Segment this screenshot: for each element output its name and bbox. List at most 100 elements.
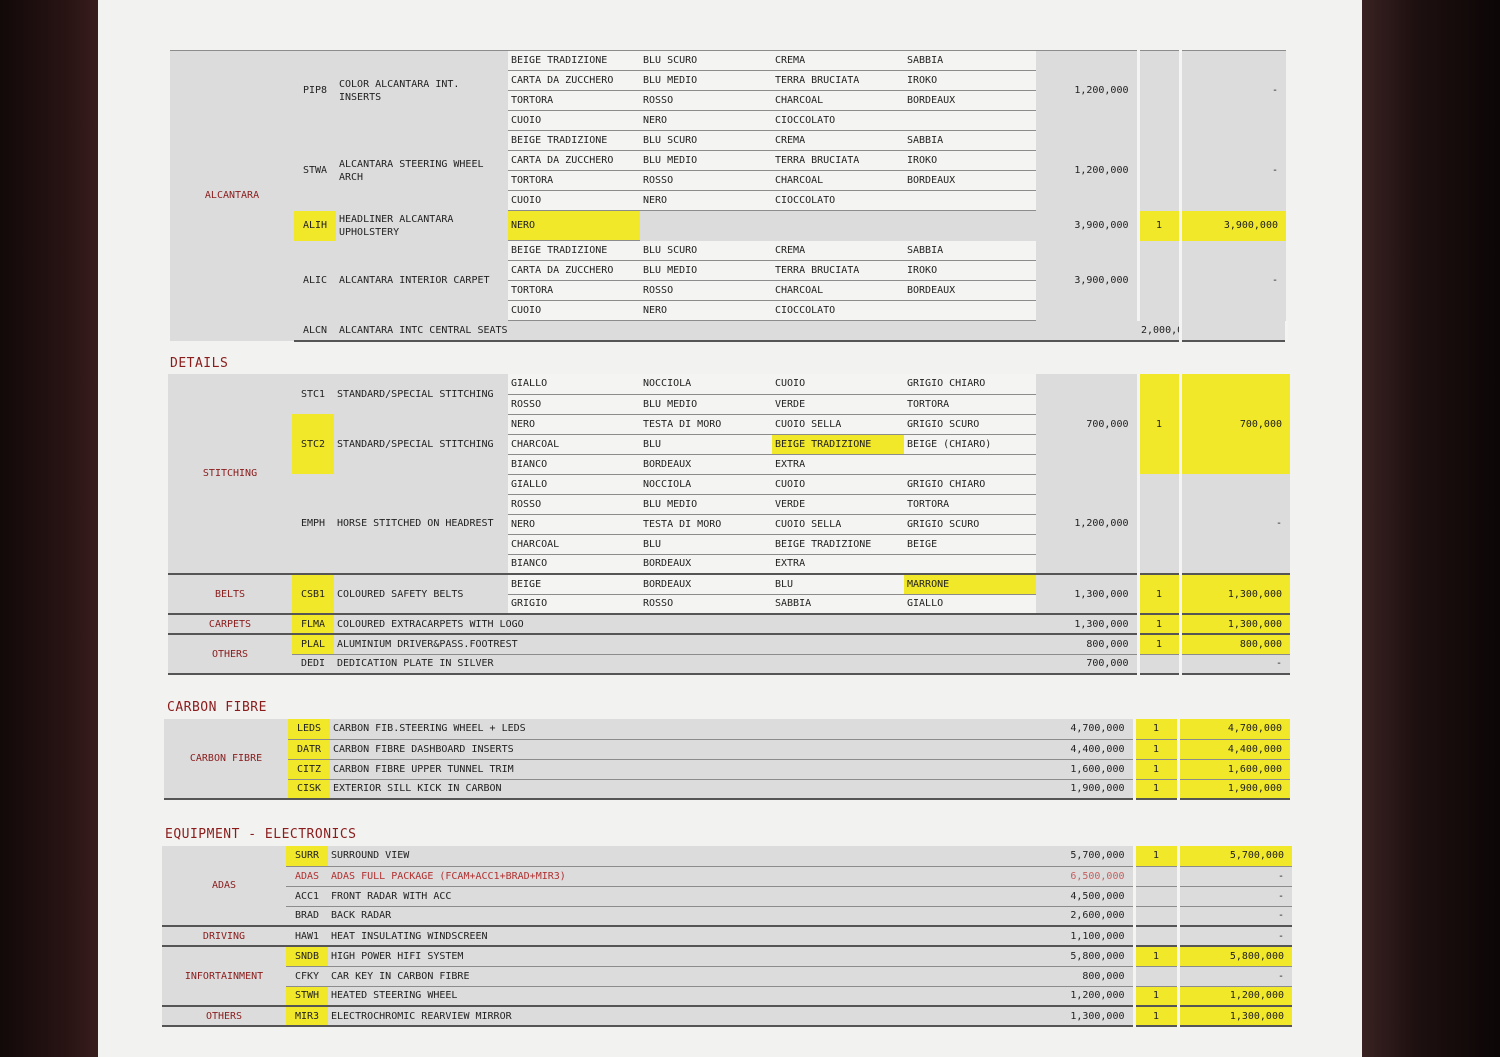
color-option: NERO [508, 514, 640, 535]
color-option: CARTA DA ZUCCHERO [508, 150, 640, 171]
color-option: BORDEAUX [904, 170, 1036, 191]
option-total: - [1178, 654, 1290, 675]
option-description: DEDICATION PLATE IN SILVER [334, 654, 1036, 675]
color-option: TORTORA [508, 170, 640, 191]
option-total: 4,700,000 [1176, 719, 1290, 740]
group-label: BELTS [168, 574, 292, 615]
option-qty: 1 [1132, 1006, 1178, 1027]
background-right [1360, 0, 1500, 1057]
color-option [640, 210, 772, 241]
option-qty: 1 [1132, 719, 1178, 740]
option-description: ADAS FULL PACKAGE (FCAM+ACC1+BRAD+MIR3) [328, 866, 1030, 887]
color-option: TESTA DI MORO [640, 414, 772, 435]
color-option: BLU MEDIO [640, 70, 772, 91]
option-code: ADAS [286, 866, 328, 887]
option-code: CFKY [286, 966, 328, 987]
option-price: 1,200,000 [1036, 130, 1138, 211]
option-code: DEDI [292, 654, 334, 675]
color-option: TORTORA [904, 494, 1036, 515]
color-option: NERO [640, 110, 772, 131]
color-option: SABBIA [772, 594, 904, 615]
option-description: HEATED STEERING WHEEL [328, 986, 1030, 1007]
option-description: ALCANTARA INTERIOR CARPET [336, 240, 508, 321]
option-code: STC1 [292, 374, 334, 414]
color-option: MARRONE [904, 574, 1036, 595]
option-code: STWH [286, 986, 328, 1007]
color-option: TERRA BRUCIATA [772, 70, 904, 91]
color-option: CARTA DA ZUCCHERO [508, 70, 640, 91]
color-option: CUOIO [508, 110, 640, 131]
color-option: BEIGE TRADIZIONE [772, 534, 904, 555]
color-option: NOCCIOLA [640, 474, 772, 495]
option-qty: 1 [1132, 739, 1178, 760]
option-code: EMPH [292, 474, 334, 575]
group-label: INFORTAINMENT [162, 946, 286, 1007]
color-option: BLU [772, 574, 904, 595]
color-option: TESTA DI MORO [640, 514, 772, 535]
option-description: HORSE STITCHED ON HEADREST [334, 474, 508, 575]
color-option: IROKO [904, 150, 1036, 171]
color-option: TORTORA [904, 394, 1036, 415]
option-qty: 1 [1132, 759, 1178, 780]
group-label: DRIVING [162, 926, 286, 947]
color-option: BEIGE TRADIZIONE [508, 50, 640, 71]
color-option: CUOIO [772, 374, 904, 395]
section-equipment-electronics: ADAS SURR SURROUND VIEW 5,700,000 1 5,70… [162, 846, 1292, 1027]
option-code: BRAD [286, 906, 328, 927]
color-option [904, 454, 1036, 475]
color-option [904, 110, 1036, 131]
section-title-equipment-electronics: EQUIPMENT - ELECTRONICS [165, 827, 357, 842]
option-code: ALIH [294, 210, 336, 241]
option-qty [1136, 240, 1180, 321]
option-price: 4,700,000 [1030, 719, 1134, 740]
color-option [904, 190, 1036, 211]
color-option: BIANCO [508, 454, 640, 475]
color-option: BEIGE [904, 534, 1036, 555]
color-option: CIOCCOLATO [772, 110, 904, 131]
color-option: BEIGE TRADIZIONE [508, 130, 640, 151]
group-label: CARPETS [168, 614, 292, 635]
option-code: ACC1 [286, 886, 328, 907]
color-option: ROSSO [508, 394, 640, 415]
color-option: CHARCOAL [508, 434, 640, 455]
section-carbon-fibre: CARBON FIBRE LEDS CARBON FIB.STEERING WH… [164, 719, 1290, 800]
option-description: CARBON FIBRE DASHBOARD INSERTS [330, 739, 1030, 760]
group-label: CARBON FIBRE [164, 719, 288, 800]
option-price: 1,900,000 [1030, 779, 1134, 800]
color-option: GIALLO [904, 594, 1036, 615]
option-price: 800,000 [1030, 966, 1134, 987]
color-option: SABBIA [904, 50, 1036, 71]
option-price: 5,700,000 [1030, 846, 1134, 867]
color-option: TORTORA [508, 90, 640, 111]
color-option: CUOIO SELLA [772, 514, 904, 535]
section-alcantara: ALCANTARA PIP8 COLOR ALCANTARA INT. INSE… [170, 50, 1286, 342]
group-label: ADAS [162, 846, 286, 927]
option-code: DATR [288, 739, 330, 760]
color-option: IROKO [904, 70, 1036, 91]
option-qty [1132, 866, 1178, 887]
color-option [904, 554, 1036, 575]
option-description: ALUMINIUM DRIVER&PASS.FOOTREST [334, 634, 1036, 655]
option-qty [1136, 654, 1180, 675]
option-price: 4,500,000 [1030, 886, 1134, 907]
color-option: BEIGE [508, 574, 640, 595]
color-option: CHARCOAL [772, 90, 904, 111]
option-total: 1,300,000 [1178, 614, 1290, 635]
color-option: BLU MEDIO [640, 260, 772, 281]
color-option: NERO [640, 300, 772, 321]
color-option: BLU SCURO [640, 50, 772, 71]
option-price: 2,000,000 [1138, 320, 1180, 342]
color-option: TERRA BRUCIATA [772, 260, 904, 281]
color-option: NERO [508, 210, 640, 241]
option-qty: 1 [1132, 846, 1178, 867]
option-code: HAW1 [286, 926, 328, 947]
option-total: 3,900,000 [1178, 210, 1286, 241]
color-option: ROSSO [508, 494, 640, 515]
color-option: CREMA [772, 240, 904, 261]
option-description: HEADLINER ALCANTARA UPHOLSTERY [336, 210, 508, 241]
option-code: MIR3 [286, 1006, 328, 1027]
option-qty [1136, 50, 1180, 131]
color-option: CUOIO [772, 474, 904, 495]
option-description: CARBON FIB.STEERING WHEEL + LEDS [330, 719, 1030, 740]
color-option: CREMA [772, 130, 904, 151]
